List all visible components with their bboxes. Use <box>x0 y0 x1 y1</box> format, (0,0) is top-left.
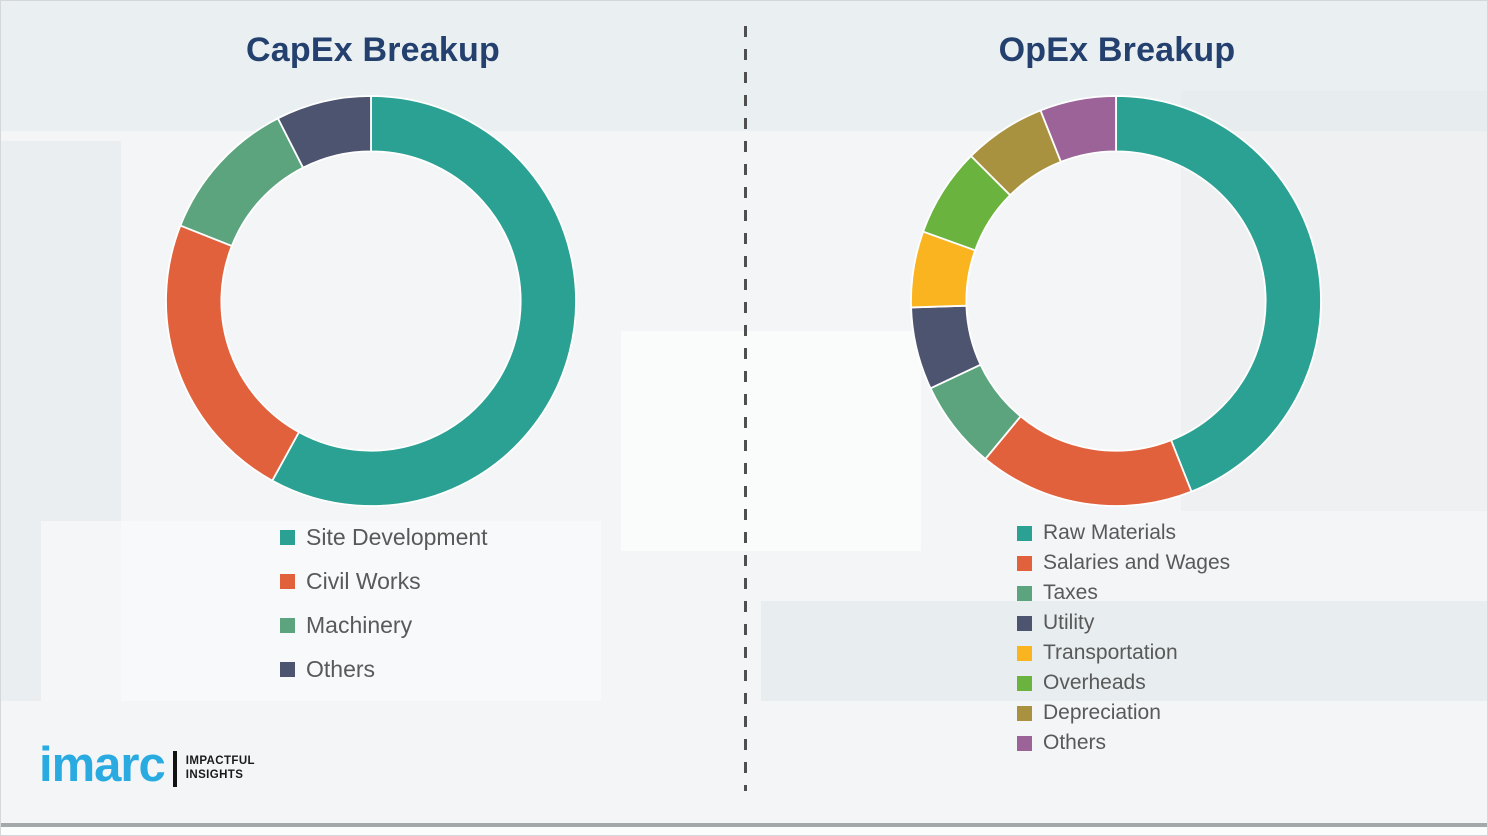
legend-item: Transportation <box>1017 638 1230 668</box>
legend-label: Machinery <box>306 611 413 638</box>
legend-swatch <box>280 529 295 545</box>
legend-label: Transportation <box>1043 641 1178 664</box>
legend-item: Civil Works <box>280 559 488 603</box>
legend-label: Others <box>1043 731 1107 754</box>
donut-segment-others <box>276 95 372 169</box>
legend-swatch <box>1017 705 1032 721</box>
legend-swatch <box>1017 675 1032 691</box>
legend-label: Depreciation <box>1043 701 1161 724</box>
legend-item: Machinery <box>280 603 488 647</box>
logo-brand-text: imarc <box>39 738 166 792</box>
legend-label: Taxes <box>1043 581 1098 604</box>
legend-swatch <box>280 573 295 589</box>
capex-chart-title: CapEx Breakup <box>246 31 500 69</box>
legend-label: Others <box>306 655 376 682</box>
donut-segment-others <box>1039 95 1117 164</box>
logo-tagline-line2: INSIGHTS <box>185 768 244 781</box>
donut-segment-salaries-and-wages <box>984 415 1193 507</box>
legend-label: Overheads <box>1043 671 1146 694</box>
donut-segment-civil-works <box>165 224 301 482</box>
legend-swatch <box>1017 555 1032 571</box>
legend-item: Salaries and Wages <box>1017 548 1230 578</box>
legend-swatch <box>1017 615 1032 631</box>
legend-item: Others <box>1017 728 1230 758</box>
legend-swatch <box>280 661 295 677</box>
bottom-border-line <box>1 823 1487 827</box>
donut-segment-raw-materials <box>1115 95 1322 493</box>
logo-tagline: IMPACTFUL INSIGHTS <box>186 755 255 783</box>
vertical-dashed-divider <box>744 26 747 791</box>
legend-item: Overheads <box>1017 668 1230 698</box>
legend-item: Raw Materials <box>1017 518 1230 548</box>
legend-item: Taxes <box>1017 578 1230 608</box>
opex-legend: Raw Materials Salaries and Wages Taxes Util… <box>1017 518 1230 758</box>
opex-chart-title: OpEx Breakup <box>998 31 1236 69</box>
legend-item: Site Development <box>280 515 488 559</box>
legend-item: Others <box>280 647 488 691</box>
donut-segment-site-development <box>271 95 577 507</box>
legend-label: Site Development <box>306 523 488 550</box>
legend-swatch <box>1017 585 1032 601</box>
legend-label: Salaries and Wages <box>1043 551 1231 574</box>
legend-swatch <box>1017 525 1032 541</box>
legend-label: Civil Works <box>306 567 421 594</box>
capex-legend: Site Development Civil Works Machinery Othe… <box>280 515 488 691</box>
logo-divider-bar <box>172 750 177 787</box>
legend-label: Raw Materials <box>1043 521 1177 544</box>
legend-swatch <box>280 617 295 633</box>
legend-swatch <box>1017 645 1032 661</box>
donut-segment-machinery <box>179 117 305 248</box>
legend-label: Utility <box>1043 611 1095 634</box>
legend-swatch <box>1017 735 1032 751</box>
opex-donut-chart <box>910 95 1322 507</box>
capex-donut-chart <box>165 95 577 507</box>
legend-item: Depreciation <box>1017 698 1230 728</box>
legend-item: Utility <box>1017 608 1230 638</box>
bottom-white-strip <box>1 827 1487 835</box>
imarc-logo: imarc IMPACTFUL INSIGHTS <box>39 741 255 790</box>
logo-tagline-line1: IMPACTFUL <box>185 754 255 767</box>
